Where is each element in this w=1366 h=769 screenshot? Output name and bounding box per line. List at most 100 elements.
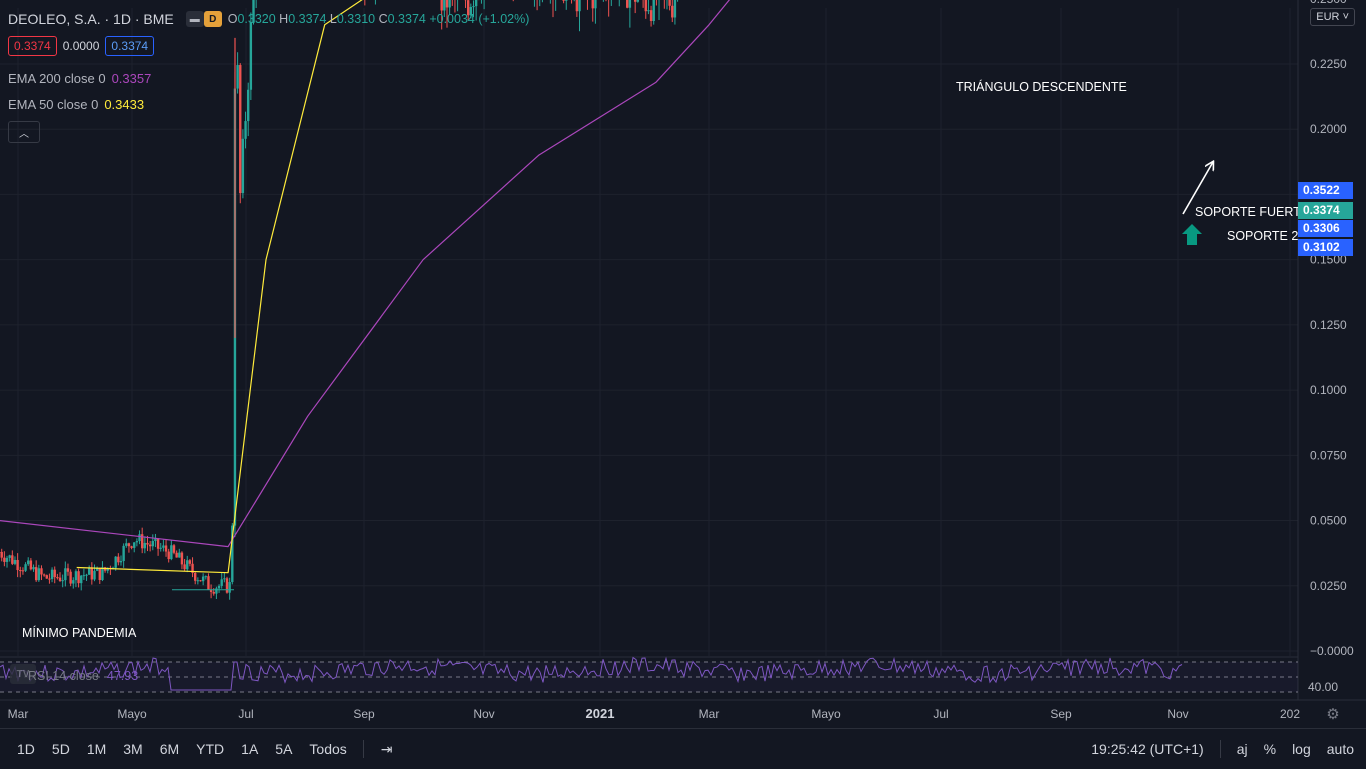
rsi-axis-label: 40.00: [1308, 680, 1338, 694]
candle-body: [653, 0, 655, 21]
price-axis: 0.47500.45000.42500.40000.37500.35000.32…: [1298, 0, 1354, 700]
chart-grid: [0, 0, 1298, 656]
time-tick-label: Nov: [1167, 707, 1188, 721]
range-all[interactable]: Todos: [309, 741, 346, 757]
price-tick-label: 0.2250: [1310, 57, 1347, 71]
candle-body: [114, 557, 116, 568]
goto-date-icon[interactable]: ⇥: [381, 741, 393, 758]
symbol-title[interactable]: DEOLEO, S.A. · 1D · BME: [8, 11, 174, 27]
currency-selector[interactable]: EUR ˅: [1310, 8, 1355, 26]
time-tick-label: 202: [1280, 707, 1300, 721]
rsi-band-fill: [0, 662, 1298, 692]
candle-body: [54, 570, 56, 577]
candle-body: [592, 0, 594, 8]
candle-body: [443, 0, 445, 11]
candle-body: [178, 553, 180, 558]
range-5a[interactable]: 5A: [275, 741, 292, 757]
toolbar-divider: [1220, 740, 1221, 758]
collapse-legend-button[interactable]: ︿: [8, 121, 40, 143]
candle-body: [101, 567, 103, 580]
ema200-legend[interactable]: EMA 200 close 0 0.3357: [8, 71, 151, 86]
candle-body: [626, 0, 628, 8]
bottom-toolbar: 1D 5D 1M 3M 6M YTD 1A 5A Todos ⇥ 19:25:4…: [0, 728, 1366, 769]
candle-body: [160, 548, 162, 549]
candle-body: [645, 0, 647, 11]
candle-body: [671, 6, 673, 18]
range-1d[interactable]: 1D: [17, 741, 35, 757]
candle-body: [130, 546, 132, 548]
candle-body: [146, 543, 148, 545]
candle-body: [228, 582, 230, 593]
adjust-toggle[interactable]: aj: [1237, 741, 1248, 757]
candle-body: [197, 580, 199, 581]
ema200-label: EMA 200 close 0: [8, 71, 106, 86]
candle-body: [43, 574, 45, 575]
candle-body: [85, 575, 87, 576]
candle-body: [93, 571, 95, 580]
candle-body: [157, 539, 159, 549]
range-1a[interactable]: 1A: [241, 741, 258, 757]
candle-body: [120, 561, 122, 562]
candle-body: [181, 553, 183, 565]
candle-body: [40, 568, 42, 574]
eye-icon[interactable]: ▬: [186, 11, 204, 27]
candle-body: [152, 541, 154, 546]
candle-body: [99, 568, 101, 580]
candle-body: [175, 553, 177, 558]
percent-toggle[interactable]: %: [1264, 741, 1276, 757]
candle-body: [128, 543, 130, 546]
candle-body: [22, 570, 24, 571]
candle-body: [67, 568, 69, 571]
time-tick-label: Sep: [1050, 707, 1072, 721]
range-3m[interactable]: 3M: [123, 741, 142, 757]
price-tick-label: 0.2000: [1310, 122, 1347, 136]
range-ytd[interactable]: YTD: [196, 741, 224, 757]
ema50-legend[interactable]: EMA 50 close 0 0.3433: [8, 97, 144, 112]
price-tag-support-2: 0.3102: [1298, 239, 1353, 256]
price-chart[interactable]: 0.47500.45000.42500.40000.37500.35000.32…: [0, 0, 1366, 728]
candle-body: [91, 567, 93, 579]
price-tick-label: 0.0250: [1310, 579, 1347, 593]
visibility-toggles[interactable]: ▬ D: [186, 11, 222, 27]
candle-body: [183, 564, 185, 569]
candle-body: [11, 555, 13, 564]
rsi-legend[interactable]: RSI 14 close 47.93: [10, 669, 138, 683]
candle-body: [170, 545, 172, 559]
candle-body: [69, 572, 71, 584]
candle-body: [167, 552, 169, 560]
candle-body: [56, 577, 58, 578]
range-5d[interactable]: 5D: [52, 741, 70, 757]
candle-body: [64, 568, 66, 580]
candle-body: [247, 90, 249, 121]
toolbar-divider: [363, 740, 364, 758]
candle-body: [59, 578, 61, 581]
candle-body: [19, 570, 21, 571]
candle-body: [472, 6, 474, 7]
candle-body: [668, 0, 670, 6]
candle-body: [77, 571, 79, 583]
clock-time[interactable]: 19:25:42 (UTC+1): [1091, 741, 1203, 757]
range-6m[interactable]: 6M: [160, 741, 179, 757]
candle-body: [138, 534, 140, 541]
candle-body: [239, 65, 241, 193]
candle-body: [149, 545, 151, 547]
price-tick-label: 0.0500: [1310, 514, 1347, 528]
candle-body: [562, 0, 564, 1]
ema50-value: 0.3433: [104, 97, 144, 112]
spread-value: 0.0000: [63, 39, 100, 53]
settings-icon: ⚙: [1326, 706, 1339, 723]
price-tag-support-strong: 0.3306: [1298, 220, 1353, 237]
candle-body: [80, 576, 82, 583]
auto-toggle[interactable]: auto: [1327, 741, 1354, 757]
candle-body: [117, 557, 119, 563]
candle-body: [674, 0, 676, 17]
delay-badge[interactable]: D: [204, 11, 222, 27]
sell-price-button[interactable]: 0.3374: [8, 36, 57, 56]
log-toggle[interactable]: log: [1292, 741, 1311, 757]
annotation-triangle: TRIÁNGULO DESCENDENTE: [956, 79, 1127, 94]
range-1m[interactable]: 1M: [87, 741, 106, 757]
buy-price-button[interactable]: 0.3374: [105, 36, 154, 56]
time-tick-label: Nov: [473, 707, 494, 721]
candle-body: [27, 560, 29, 564]
candle-body: [30, 560, 32, 569]
